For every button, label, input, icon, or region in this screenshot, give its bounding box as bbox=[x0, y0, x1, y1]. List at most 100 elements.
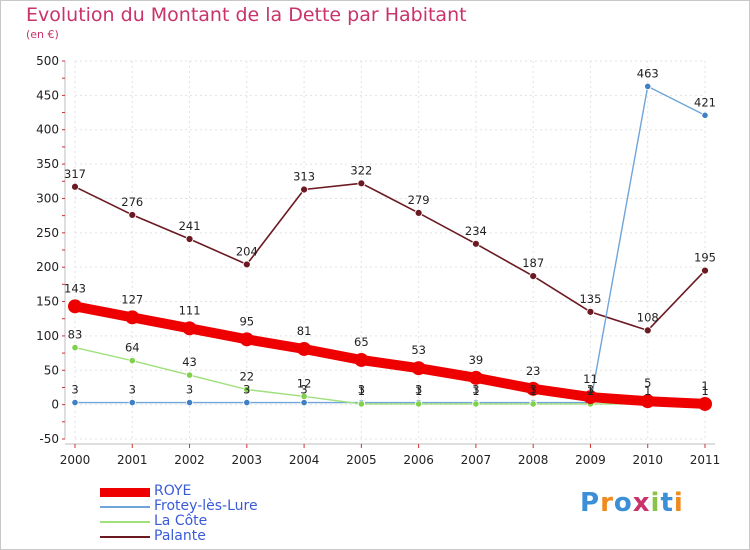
data-point-roye bbox=[125, 310, 140, 325]
logo-letter: t bbox=[660, 488, 674, 518]
y-tick-label: 0 bbox=[51, 398, 59, 412]
x-tick-label: 2005 bbox=[346, 453, 377, 467]
data-point-roye bbox=[297, 341, 312, 356]
x-tick-label: 2009 bbox=[575, 453, 606, 467]
data-point-la-cote bbox=[529, 400, 537, 408]
y-tick-label: 300 bbox=[36, 191, 59, 205]
data-point-roye bbox=[68, 299, 82, 314]
data-label-frotey-les-lure: 421 bbox=[694, 95, 716, 109]
data-point-la-cote bbox=[415, 400, 423, 408]
data-label-frotey-les-lure: 3 bbox=[530, 383, 537, 397]
data-label-roye: 143 bbox=[64, 281, 86, 295]
legend-swatch bbox=[100, 536, 150, 538]
y-tick-label: 100 bbox=[36, 329, 59, 343]
data-point-frotey-les-lure bbox=[71, 398, 79, 407]
series-line-palante bbox=[74, 182, 706, 332]
data-label-la-cote: 12 bbox=[297, 376, 312, 390]
data-label-la-cote: 1 bbox=[530, 384, 537, 398]
data-point-roye bbox=[182, 321, 197, 336]
data-point-palante bbox=[472, 239, 480, 248]
data-label-palante: 317 bbox=[64, 167, 86, 181]
y-tick-label: 350 bbox=[36, 157, 59, 171]
logo-letter: P bbox=[580, 488, 601, 518]
data-label-roye: 81 bbox=[297, 324, 312, 338]
data-point-la-cote bbox=[472, 400, 480, 408]
data-label-frotey-les-lure: 3 bbox=[243, 383, 250, 397]
data-label-roye: 1 bbox=[701, 379, 708, 393]
data-label-palante: 204 bbox=[236, 244, 258, 258]
data-point-frotey-les-lure bbox=[300, 398, 308, 407]
data-label-la-cote: 22 bbox=[239, 370, 254, 384]
data-label-palante: 279 bbox=[408, 193, 430, 207]
data-point-palante bbox=[529, 272, 538, 281]
data-label-frotey-les-lure: 3 bbox=[472, 383, 479, 397]
data-label-roye: 53 bbox=[411, 343, 426, 357]
data-label-la-cote: 1 bbox=[358, 384, 365, 398]
x-tick-label: 2011 bbox=[690, 453, 721, 467]
x-tick-label: 2003 bbox=[232, 453, 263, 467]
data-point-frotey-les-lure bbox=[644, 82, 652, 91]
legend-label: La Côte bbox=[154, 513, 208, 529]
logo-letter: i bbox=[650, 488, 661, 518]
data-label-frotey-les-lure: 3 bbox=[71, 383, 78, 397]
y-tick-label: -50 bbox=[39, 432, 59, 446]
data-label-palante: 276 bbox=[121, 195, 143, 209]
logo-letter: i bbox=[673, 488, 684, 518]
legend-swatch bbox=[100, 487, 150, 497]
data-point-roye bbox=[583, 390, 598, 405]
x-tick-label: 2001 bbox=[117, 453, 148, 467]
x-tick-label: 2010 bbox=[632, 453, 663, 467]
data-point-roye bbox=[411, 361, 426, 376]
y-tick-label: 500 bbox=[36, 54, 59, 68]
data-point-frotey-les-lure bbox=[128, 398, 136, 407]
y-tick-label: 150 bbox=[36, 295, 59, 309]
data-label-palante: 195 bbox=[694, 251, 716, 265]
axes-layer: -50 0 50 100 150 200 250 300 350 400 450 500 2000 200… bbox=[36, 54, 720, 467]
data-point-palante bbox=[414, 208, 423, 217]
data-label-roye: 5 bbox=[644, 376, 651, 390]
proxiti-logo: Proxiti bbox=[580, 488, 684, 518]
data-point-frotey-les-lure bbox=[701, 111, 709, 119]
data-label-palante: 313 bbox=[293, 170, 315, 184]
logo-letter: x bbox=[632, 488, 651, 518]
data-point-roye bbox=[468, 370, 483, 385]
logo-letter: r bbox=[600, 488, 614, 518]
chart-subtitle: (en €) bbox=[26, 28, 59, 41]
data-label-la-cote: 64 bbox=[125, 341, 140, 355]
data-point-palante bbox=[357, 179, 366, 188]
data-point-palante bbox=[185, 235, 194, 243]
data-label-frotey-les-lure: 463 bbox=[637, 66, 659, 80]
data-label-la-cote: 1 bbox=[701, 384, 708, 398]
series-line-frotey-les-lure bbox=[74, 85, 706, 404]
data-point-palante bbox=[300, 185, 308, 194]
legend-swatch bbox=[100, 521, 150, 523]
data-label-la-cote: 1 bbox=[587, 384, 594, 398]
data-point-roye bbox=[698, 396, 712, 411]
data-label-palante: 108 bbox=[637, 310, 659, 324]
data-point-la-cote bbox=[357, 400, 365, 408]
data-point-palante bbox=[71, 182, 79, 191]
data-point-palante bbox=[643, 326, 652, 335]
data-point-la-cote bbox=[71, 343, 79, 352]
x-tick-label: 2002 bbox=[174, 453, 205, 467]
y-tick-label: 200 bbox=[36, 260, 59, 274]
data-label-frotey-les-lure: 3 bbox=[186, 383, 193, 397]
data-label-palante: 322 bbox=[350, 163, 372, 177]
data-label-roye: 65 bbox=[354, 335, 369, 349]
legend-swatch bbox=[100, 506, 150, 508]
x-tick-label: 2000 bbox=[60, 453, 91, 467]
legend-label: Frotey-lès-Lure bbox=[154, 498, 258, 514]
data-label-roye: 111 bbox=[179, 303, 201, 317]
data-label-frotey-les-lure: 3 bbox=[129, 383, 136, 397]
logo-letter: o bbox=[613, 488, 633, 518]
data-point-roye bbox=[239, 332, 254, 347]
legend-label: Palante bbox=[154, 528, 206, 544]
data-label-roye: 39 bbox=[469, 353, 484, 367]
data-label-la-cote: 43 bbox=[182, 355, 197, 369]
data-label-frotey-les-lure: 3 bbox=[415, 383, 422, 397]
y-tick-label: 250 bbox=[36, 226, 59, 240]
series-line-la-cote bbox=[74, 346, 706, 405]
